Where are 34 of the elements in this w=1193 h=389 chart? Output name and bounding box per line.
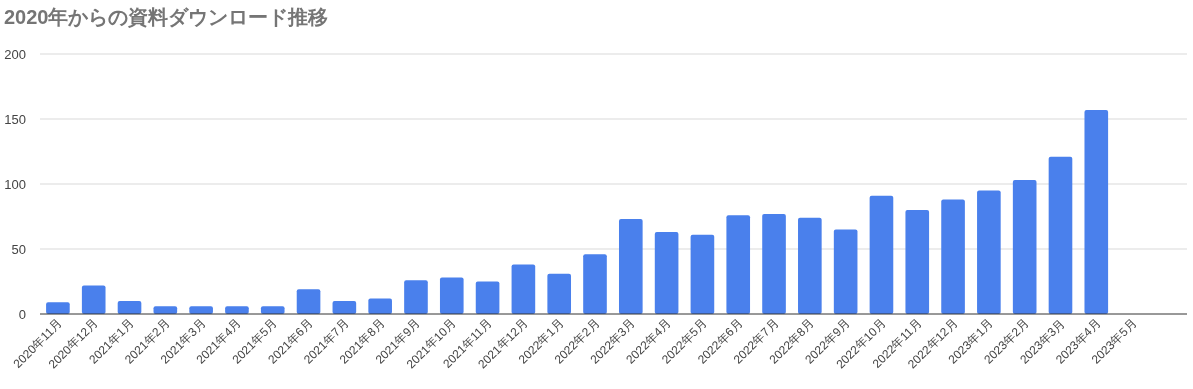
y-tick-label: 150 [4, 112, 26, 127]
bar [977, 190, 1001, 314]
bar [81, 285, 106, 314]
y-tick-label: 0 [18, 307, 26, 322]
bar [404, 280, 428, 314]
bar [941, 199, 965, 314]
bar [1084, 109, 1109, 314]
bar [690, 234, 715, 314]
bar [332, 301, 357, 314]
bar [905, 210, 930, 314]
bar [117, 301, 142, 314]
bar [654, 232, 679, 314]
y-tick-label: 100 [4, 177, 26, 192]
bar [1012, 180, 1037, 314]
bar [511, 264, 536, 314]
bar [798, 217, 822, 314]
bar [583, 254, 607, 314]
bar [833, 229, 858, 314]
bar [225, 306, 249, 314]
bar [869, 195, 894, 314]
title: 2020年からの資料ダウンロード推移 [4, 6, 329, 28]
bar [726, 215, 751, 314]
y-tick-label: 50 [11, 242, 26, 257]
bar [46, 302, 70, 314]
bar [189, 306, 213, 314]
bar [1048, 156, 1073, 314]
bar [618, 219, 643, 314]
bar [475, 281, 500, 314]
bar [296, 289, 321, 314]
bar [439, 277, 464, 314]
bar [547, 273, 572, 314]
y-tick-label: 200 [4, 47, 26, 62]
bar [368, 298, 392, 314]
bar [762, 213, 786, 314]
